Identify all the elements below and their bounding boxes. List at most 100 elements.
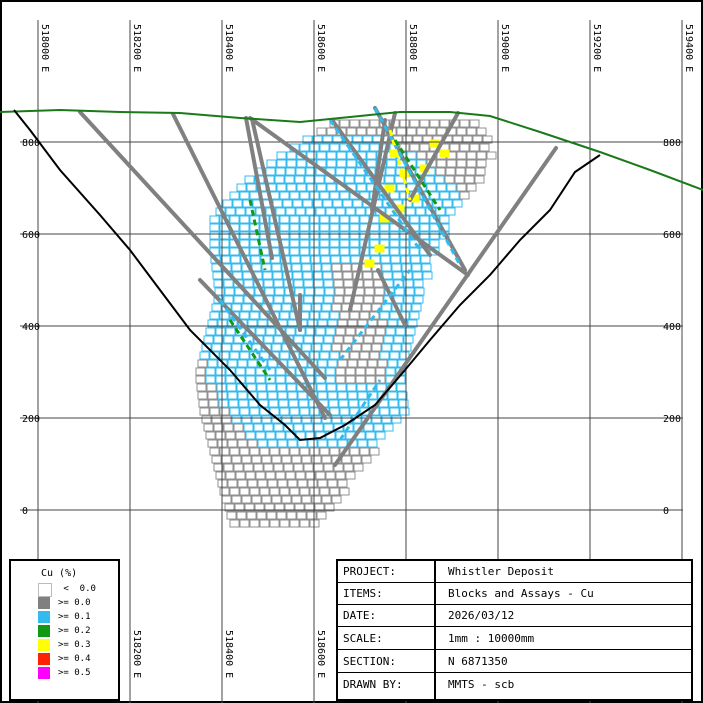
block-cell <box>235 431 246 440</box>
block-cell <box>331 495 342 504</box>
block-cell <box>276 383 287 392</box>
block-cell <box>382 271 393 280</box>
block-cell <box>342 199 353 208</box>
high-grade-cell <box>374 244 385 253</box>
y-tick-label-right: 800 <box>663 138 681 149</box>
block-cell <box>209 311 220 320</box>
block-cell <box>284 175 295 184</box>
block-cell <box>249 447 260 456</box>
block-cell <box>269 447 280 456</box>
block-cell <box>196 383 207 392</box>
title-value: N 6871350 <box>448 655 508 668</box>
block-cell <box>459 191 470 200</box>
block-cell <box>231 263 242 272</box>
block-cell <box>354 175 365 184</box>
block-cell <box>205 367 216 376</box>
block-cell <box>459 119 470 128</box>
block-cell <box>290 255 301 264</box>
assay-segment <box>218 299 272 371</box>
block-cell <box>399 247 410 256</box>
high-grade-cell <box>439 149 450 158</box>
block-cell <box>436 183 447 192</box>
block-cell <box>311 343 322 352</box>
block-cell <box>275 367 286 376</box>
y-tick-label-left: 800 <box>22 138 40 149</box>
legend-item: >= 0.1 <box>38 611 116 623</box>
block-cell <box>206 383 217 392</box>
block-cell <box>251 455 262 464</box>
block-cell <box>296 183 307 192</box>
block-cell <box>325 327 336 336</box>
block-cell <box>322 199 333 208</box>
block-cell <box>273 463 284 472</box>
block-cell <box>326 159 337 168</box>
block-cell <box>278 399 289 408</box>
block-cell <box>409 215 420 224</box>
block-cell <box>349 447 360 456</box>
block-cell <box>223 335 234 344</box>
block-cell <box>203 335 214 344</box>
title-key: SCALE: <box>343 632 383 645</box>
block-cell <box>337 439 348 448</box>
block-cell <box>391 343 402 352</box>
block-cell <box>293 423 304 432</box>
block-cell <box>420 255 431 264</box>
block-cell <box>298 399 309 408</box>
block-cell <box>449 191 460 200</box>
block-cell <box>219 311 230 320</box>
block-cell <box>302 135 313 144</box>
block-cell <box>422 271 433 280</box>
block-cell <box>224 287 235 296</box>
block-cell <box>319 223 330 232</box>
block-cell <box>334 287 345 296</box>
block-cell <box>265 431 276 440</box>
block-cell <box>426 183 437 192</box>
block-cell <box>344 175 355 184</box>
block-cell <box>227 479 238 488</box>
block-cell <box>329 223 340 232</box>
block-cell <box>335 367 346 376</box>
drillhole-trace <box>370 118 387 212</box>
block-cell <box>229 215 240 224</box>
block-cell <box>225 431 236 440</box>
block-cell <box>243 423 254 432</box>
block-cell <box>317 319 328 328</box>
block-cell <box>300 255 311 264</box>
block-cell <box>266 511 277 520</box>
title-block: PROJECT: Whistler Deposit ITEMS: Blocks an… <box>336 559 693 701</box>
x-tick-label: 519400 E <box>683 24 694 72</box>
block-cell <box>384 175 395 184</box>
block-cell <box>277 391 288 400</box>
block-cell <box>411 263 422 272</box>
block-cell <box>389 247 400 256</box>
block-cell <box>315 327 326 336</box>
block-cell <box>205 375 216 384</box>
block-cell <box>357 359 368 368</box>
block-cell <box>261 415 272 424</box>
block-cell <box>299 447 310 456</box>
block-cell <box>373 423 384 432</box>
block-cell <box>339 215 350 224</box>
block-cell <box>245 431 256 440</box>
block-cell <box>349 215 360 224</box>
block-cell <box>215 367 226 376</box>
block-cell <box>399 191 410 200</box>
legend-title: Cu (%) <box>41 568 78 579</box>
block-cell <box>227 359 238 368</box>
block-cell <box>321 343 332 352</box>
title-block-divider <box>434 561 436 699</box>
block-cell <box>319 215 330 224</box>
block-cell <box>381 263 392 272</box>
block-cell <box>399 119 410 128</box>
block-cell <box>369 351 380 360</box>
block-cell <box>293 335 304 344</box>
block-cell <box>327 479 338 488</box>
block-cell <box>244 175 255 184</box>
block-cell <box>445 167 456 176</box>
block-cell <box>353 463 364 472</box>
block-cell <box>303 295 314 304</box>
block-cell <box>241 455 252 464</box>
block-cell <box>327 391 338 400</box>
block-cell <box>331 303 342 312</box>
block-cell <box>319 191 330 200</box>
